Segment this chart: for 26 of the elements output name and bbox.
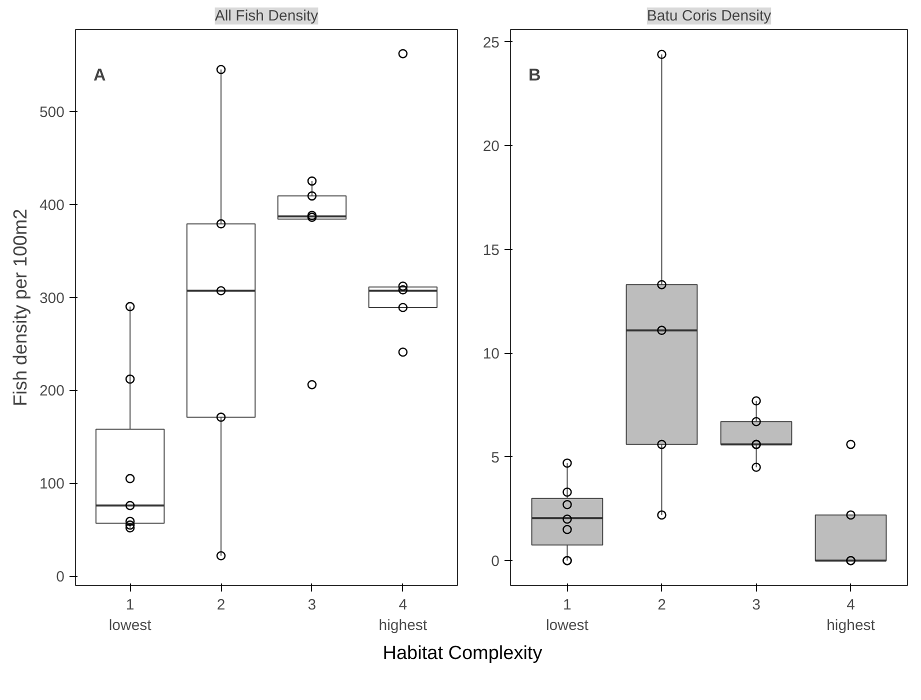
x-tick-label: 2 xyxy=(658,596,666,614)
y-tick-label: 10 xyxy=(482,346,500,363)
x-tick-label: 1 lowest xyxy=(108,596,152,634)
y-tick-label: 400 xyxy=(39,196,65,214)
chart-title: All Fish Density xyxy=(214,8,319,24)
chart-title: Batu Coris Density xyxy=(646,8,772,24)
y-tick-label: 25 xyxy=(482,34,500,52)
y-tick-label: 5 xyxy=(491,449,500,466)
y-axis-title: Fish density per 100m2 xyxy=(10,208,32,406)
x-tick-label: 4 highest xyxy=(826,596,876,634)
y-tick-label: 15 xyxy=(482,242,500,259)
annotation: B xyxy=(528,66,541,84)
y-tick-label: 200 xyxy=(39,382,65,400)
x-tick-label: 4 highest xyxy=(378,596,428,634)
x-tick-label: 3 xyxy=(308,596,316,614)
y-tick-label: 100 xyxy=(39,476,65,493)
y-tick-label: 300 xyxy=(39,290,65,307)
y-tick-label: 500 xyxy=(39,104,65,121)
y-tick-label: 0 xyxy=(491,553,500,570)
y-tick-label: 0 xyxy=(56,568,64,586)
x-tick-label: 3 xyxy=(752,596,760,614)
annotation: A xyxy=(94,66,106,84)
x-axis-title: Habitat Complexity xyxy=(382,642,542,666)
y-tick-label: 20 xyxy=(482,138,500,156)
x-tick-label: 2 xyxy=(216,596,226,614)
x-tick-label: 1 lowest xyxy=(546,596,590,634)
